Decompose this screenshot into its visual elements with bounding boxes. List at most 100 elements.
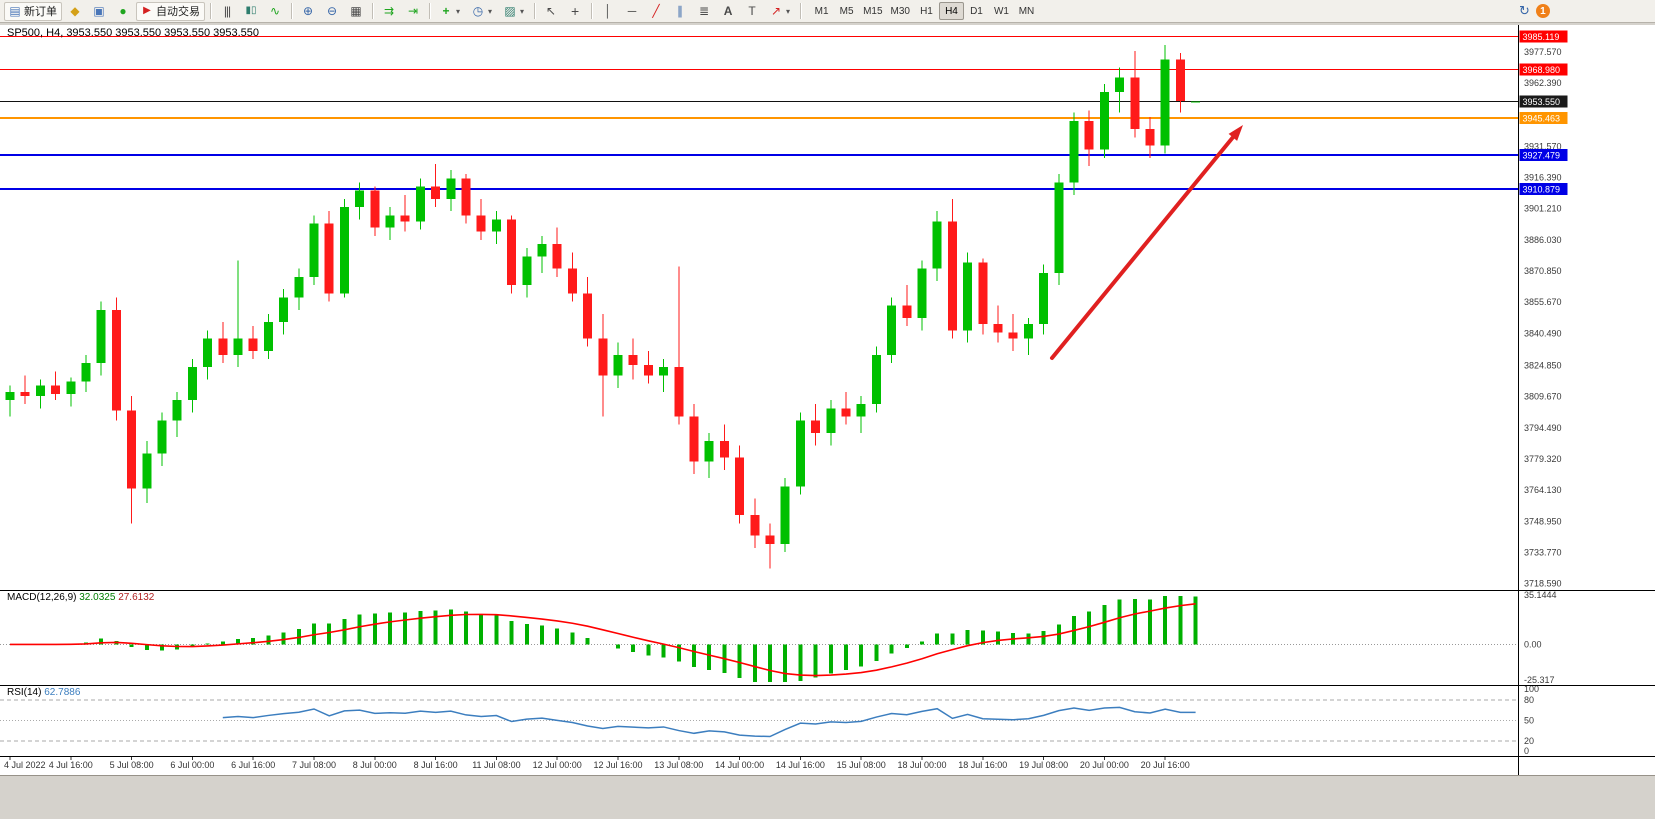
- line-chart-button[interactable]: ∿: [264, 2, 286, 21]
- chart-title: SP500, H4, 3953.550 3953.550 3953.550 39…: [7, 27, 260, 39]
- toolbar-separator: [429, 3, 430, 19]
- svg-text:3840.490: 3840.490: [1524, 328, 1562, 338]
- timeframe-m5[interactable]: M5: [834, 2, 859, 20]
- svg-text:19 Jul 08:00: 19 Jul 08:00: [1019, 760, 1068, 770]
- charts-window-button[interactable]: ▣: [88, 2, 110, 21]
- svg-text:14 Jul 16:00: 14 Jul 16:00: [776, 760, 825, 770]
- notification-badge[interactable]: 1: [1535, 4, 1550, 18]
- svg-text:3931.570: 3931.570: [1524, 141, 1562, 151]
- svg-text:4 Jul 16:00: 4 Jul 16:00: [49, 760, 93, 770]
- svg-text:3733.770: 3733.770: [1524, 548, 1562, 558]
- toolbar-separator: [210, 3, 211, 19]
- cursor-icon: ↖: [546, 4, 557, 18]
- tile-windows-button[interactable]: ▦: [345, 2, 367, 21]
- rsi-name: RSI(14): [7, 687, 42, 698]
- toolbar-separator: [800, 3, 802, 19]
- price-axis-labels[interactable]: 3977.570 3962.390 3931.570 3916.390 3901.210…: [1524, 47, 1562, 589]
- macd-signal-value: 27.6132: [118, 592, 155, 603]
- chart-canvas[interactable]: 3977.570 3962.390 3931.570 3916.390 3901.210…: [0, 25, 1655, 775]
- text-button[interactable]: A: [717, 2, 739, 21]
- new-order-button[interactable]: ▤ 新订单: [4, 1, 62, 21]
- timeframe-toolbar: M1 M5 M15 M30 H1 H4 D1 W1 MN: [809, 2, 1039, 20]
- svg-text:0: 0: [1524, 746, 1529, 756]
- channel-button[interactable]: ∥: [669, 2, 691, 21]
- chevron-down-icon: ▾: [520, 6, 525, 16]
- svg-text:-25.317: -25.317: [1524, 675, 1555, 685]
- svg-text:50: 50: [1524, 716, 1534, 726]
- svg-text:80: 80: [1524, 695, 1534, 705]
- svg-text:12 Jul 16:00: 12 Jul 16:00: [593, 760, 642, 770]
- horizontal-line-button[interactable]: ─: [621, 2, 643, 21]
- candlestick-chart-button[interactable]: ▮▯: [240, 2, 262, 21]
- svg-text:6 Jul 16:00: 6 Jul 16:00: [231, 760, 275, 770]
- zoom-in-button[interactable]: ⊕: [297, 2, 319, 21]
- periods-button[interactable]: ◷ ▾: [467, 2, 497, 21]
- svg-text:4 Jul 2022: 4 Jul 2022: [4, 760, 46, 770]
- price-badge: [1519, 63, 1568, 76]
- arrows-button[interactable]: ↗ ▾: [765, 2, 795, 21]
- svg-text:3809.670: 3809.670: [1524, 392, 1562, 402]
- macd-name: MACD(12,26,9): [7, 592, 77, 603]
- timeframe-h4[interactable]: H4: [938, 2, 964, 20]
- new-order-icon: ▤: [9, 4, 21, 18]
- svg-text:3985.119: 3985.119: [1523, 32, 1560, 42]
- autotrading-button[interactable]: ▶ 自动交易: [136, 1, 205, 21]
- svg-text:15 Jul 08:00: 15 Jul 08:00: [837, 760, 886, 770]
- timeframe-m30[interactable]: M30: [887, 2, 914, 20]
- svg-text:3916.390: 3916.390: [1524, 173, 1562, 183]
- add-indicator-icon: +: [442, 4, 450, 18]
- fibonacci-button[interactable]: ≣: [693, 2, 715, 21]
- timeframe-h1[interactable]: H1: [914, 2, 939, 20]
- trendline-button[interactable]: ╱: [645, 2, 667, 21]
- chart-shift-button[interactable]: ⇥: [402, 2, 424, 21]
- bar-chart-button[interactable]: |||: [216, 2, 238, 21]
- cursor-button[interactable]: ↖: [540, 2, 562, 21]
- price-badge: [1519, 95, 1568, 108]
- trend-arrow[interactable]: [1050, 125, 1243, 360]
- text-label-button[interactable]: T: [741, 2, 763, 21]
- svg-text:8 Jul 00:00: 8 Jul 00:00: [353, 760, 397, 770]
- charts-icon: ▣: [93, 4, 105, 18]
- bar-chart-icon: |||: [223, 4, 231, 18]
- indicators-button[interactable]: + ▾: [435, 2, 465, 21]
- auto-scroll-icon: ⇉: [383, 4, 395, 18]
- toolbar-separator: [291, 3, 292, 19]
- level-lines[interactable]: [0, 35, 1518, 190]
- horizontal-line-icon: ─: [627, 4, 637, 18]
- crosshair-button[interactable]: +: [564, 2, 586, 21]
- svg-text:35.1444: 35.1444: [1524, 590, 1557, 600]
- sync-icon[interactable]: ↻: [1519, 3, 1530, 18]
- svg-text:3855.670: 3855.670: [1524, 297, 1562, 307]
- timeframe-w1[interactable]: W1: [989, 2, 1014, 20]
- svg-text:14 Jul 00:00: 14 Jul 00:00: [715, 760, 764, 770]
- zoom-out-button[interactable]: ⊖: [321, 2, 343, 21]
- svg-text:3764.130: 3764.130: [1524, 485, 1562, 495]
- timeframe-mn[interactable]: MN: [1014, 2, 1039, 20]
- auto-scroll-button[interactable]: ⇉: [378, 2, 400, 21]
- timeframe-m15[interactable]: M15: [859, 2, 886, 20]
- time-axis[interactable]: 4 Jul 2022 4 Jul 16:00 5 Jul 08:00 6 Jul 00…: [4, 757, 1190, 770]
- svg-text:6 Jul 00:00: 6 Jul 00:00: [170, 760, 214, 770]
- new-order-label: 新订单: [24, 6, 57, 18]
- chevron-down-icon: ▾: [488, 6, 493, 16]
- clock-icon: ◷: [472, 4, 484, 18]
- autotrading-label: 自动交易: [156, 6, 200, 18]
- zoom-in-icon: ⊕: [302, 4, 314, 18]
- svg-text:18 Jul 16:00: 18 Jul 16:00: [958, 760, 1007, 770]
- templates-button[interactable]: ▨ ▾: [499, 2, 529, 21]
- svg-text:8 Jul 16:00: 8 Jul 16:00: [414, 760, 458, 770]
- toolbar-right-group: ↻ 1: [1519, 0, 1550, 22]
- timeframe-m1[interactable]: M1: [809, 2, 834, 20]
- vertical-line-button[interactable]: │: [597, 2, 619, 21]
- timeframe-d1[interactable]: D1: [964, 2, 989, 20]
- chevron-down-icon: ▾: [456, 6, 461, 16]
- svg-text:3886.030: 3886.030: [1524, 235, 1562, 245]
- svg-text:3901.210: 3901.210: [1524, 204, 1562, 214]
- svg-text:13 Jul 08:00: 13 Jul 08:00: [654, 760, 703, 770]
- text-tool-icon: A: [723, 4, 733, 18]
- chart-window[interactable]: 3977.570 3962.390 3931.570 3916.390 3901.210…: [0, 25, 1655, 775]
- price-badge: [1519, 111, 1568, 124]
- candlestick-series: [5, 44, 1201, 569]
- refresh-button[interactable]: ●: [112, 2, 134, 21]
- metaeditor-button[interactable]: ◆: [64, 2, 86, 21]
